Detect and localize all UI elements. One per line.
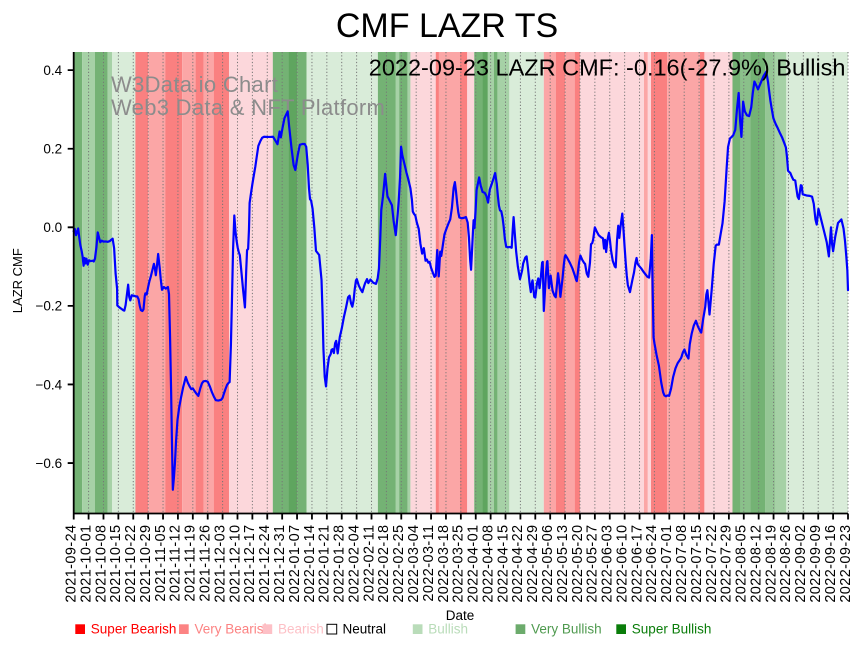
svg-text:2022-08-19: 2022-08-19 bbox=[763, 525, 779, 603]
svg-text:2022-01-21: 2022-01-21 bbox=[317, 525, 333, 603]
svg-text:2022-06-10: 2022-06-10 bbox=[614, 525, 630, 603]
svg-text:2022-07-08: 2022-07-08 bbox=[674, 525, 690, 603]
svg-text:Super Bullish: Super Bullish bbox=[632, 622, 712, 637]
svg-text:2021-12-24: 2021-12-24 bbox=[257, 525, 273, 603]
svg-text:2022-07-01: 2022-07-01 bbox=[659, 525, 675, 603]
svg-text:2022-04-29: 2022-04-29 bbox=[525, 525, 541, 603]
svg-text:Bearish: Bearish bbox=[278, 622, 324, 637]
svg-text:Super Bearish: Super Bearish bbox=[91, 622, 177, 637]
svg-text:2022-09-16: 2022-09-16 bbox=[823, 525, 839, 603]
svg-text:2022-06-03: 2022-06-03 bbox=[600, 525, 616, 603]
svg-text:2021-11-12: 2021-11-12 bbox=[168, 525, 184, 602]
svg-text:CMF LAZR TS: CMF LAZR TS bbox=[336, 7, 558, 45]
svg-text:2021-12-03: 2021-12-03 bbox=[212, 525, 228, 603]
svg-text:2022-05-13: 2022-05-13 bbox=[555, 525, 571, 603]
svg-text:2021-09-24: 2021-09-24 bbox=[64, 525, 80, 603]
svg-text:2022-03-11: 2022-03-11 bbox=[421, 525, 437, 602]
svg-text:2022-04-22: 2022-04-22 bbox=[510, 525, 526, 603]
svg-text:2022-04-15: 2022-04-15 bbox=[495, 525, 511, 603]
svg-text:2022-06-24: 2022-06-24 bbox=[644, 525, 660, 603]
svg-text:2022-06-17: 2022-06-17 bbox=[629, 525, 645, 603]
svg-text:2022-09-23: 2022-09-23 bbox=[838, 525, 854, 603]
svg-text:Very Bullish: Very Bullish bbox=[531, 622, 602, 637]
svg-text:W3Data.io Chart: W3Data.io Chart bbox=[111, 72, 278, 97]
svg-text:2021-12-17: 2021-12-17 bbox=[242, 525, 258, 603]
svg-text:2022-01-14: 2022-01-14 bbox=[302, 525, 318, 603]
svg-text:2021-10-29: 2021-10-29 bbox=[138, 525, 154, 603]
svg-text:2022-05-06: 2022-05-06 bbox=[540, 525, 556, 603]
svg-text:2022-02-11: 2022-02-11 bbox=[361, 525, 377, 602]
svg-text:2021-10-15: 2021-10-15 bbox=[108, 525, 124, 603]
svg-text:2021-10-01: 2021-10-01 bbox=[78, 525, 94, 603]
svg-text:Web3 Data & NFT Platform: Web3 Data & NFT Platform bbox=[111, 95, 385, 120]
svg-text:LAZR CMF: LAZR CMF bbox=[10, 248, 25, 313]
svg-text:2022-05-27: 2022-05-27 bbox=[585, 525, 601, 603]
svg-text:Very Bearish: Very Bearish bbox=[195, 622, 272, 637]
svg-text:2022-02-04: 2022-02-04 bbox=[346, 525, 362, 603]
svg-text:2021-12-10: 2021-12-10 bbox=[227, 525, 243, 603]
svg-text:Date: Date bbox=[446, 608, 475, 623]
svg-text:2022-04-08: 2022-04-08 bbox=[480, 525, 496, 603]
svg-text:2021-12-31: 2021-12-31 bbox=[272, 525, 288, 603]
svg-text:2022-04-01: 2022-04-01 bbox=[466, 525, 482, 603]
svg-text:2022-08-05: 2022-08-05 bbox=[734, 525, 750, 603]
svg-text:2022-03-04: 2022-03-04 bbox=[406, 525, 422, 603]
svg-text:0.2: 0.2 bbox=[43, 142, 62, 157]
svg-text:2022-09-23 LAZR CMF: -0.16(-27: 2022-09-23 LAZR CMF: -0.16(-27.9%) Bulli… bbox=[369, 55, 846, 81]
svg-text:2021-10-08: 2021-10-08 bbox=[93, 525, 109, 603]
svg-text:2022-03-18: 2022-03-18 bbox=[436, 525, 452, 603]
svg-text:2022-09-02: 2022-09-02 bbox=[793, 525, 809, 603]
svg-text:2021-11-19: 2021-11-19 bbox=[183, 525, 199, 602]
svg-text:−0.4: −0.4 bbox=[36, 377, 63, 392]
svg-text:2022-02-25: 2022-02-25 bbox=[391, 525, 407, 603]
svg-text:2022-03-25: 2022-03-25 bbox=[451, 525, 467, 603]
svg-text:2022-02-18: 2022-02-18 bbox=[376, 525, 392, 603]
svg-text:0.4: 0.4 bbox=[43, 63, 62, 78]
svg-text:2021-10-22: 2021-10-22 bbox=[123, 525, 139, 603]
svg-text:2021-11-05: 2021-11-05 bbox=[153, 525, 169, 602]
svg-text:2022-08-26: 2022-08-26 bbox=[778, 525, 794, 603]
svg-text:2022-08-12: 2022-08-12 bbox=[748, 525, 764, 603]
svg-text:0.0: 0.0 bbox=[43, 220, 62, 235]
svg-text:−0.2: −0.2 bbox=[36, 299, 63, 314]
svg-text:Neutral: Neutral bbox=[343, 622, 387, 637]
svg-text:Bullish: Bullish bbox=[428, 622, 468, 637]
svg-text:2022-07-22: 2022-07-22 bbox=[704, 525, 720, 603]
svg-text:2022-01-07: 2022-01-07 bbox=[287, 525, 303, 603]
svg-text:−0.6: −0.6 bbox=[36, 456, 63, 471]
svg-text:2022-07-15: 2022-07-15 bbox=[689, 525, 705, 603]
svg-text:2021-11-26: 2021-11-26 bbox=[198, 525, 214, 602]
svg-text:2022-01-28: 2022-01-28 bbox=[332, 525, 348, 603]
svg-text:2022-07-29: 2022-07-29 bbox=[719, 525, 735, 603]
svg-text:2022-05-20: 2022-05-20 bbox=[570, 525, 586, 603]
svg-text:2022-09-09: 2022-09-09 bbox=[808, 525, 824, 603]
